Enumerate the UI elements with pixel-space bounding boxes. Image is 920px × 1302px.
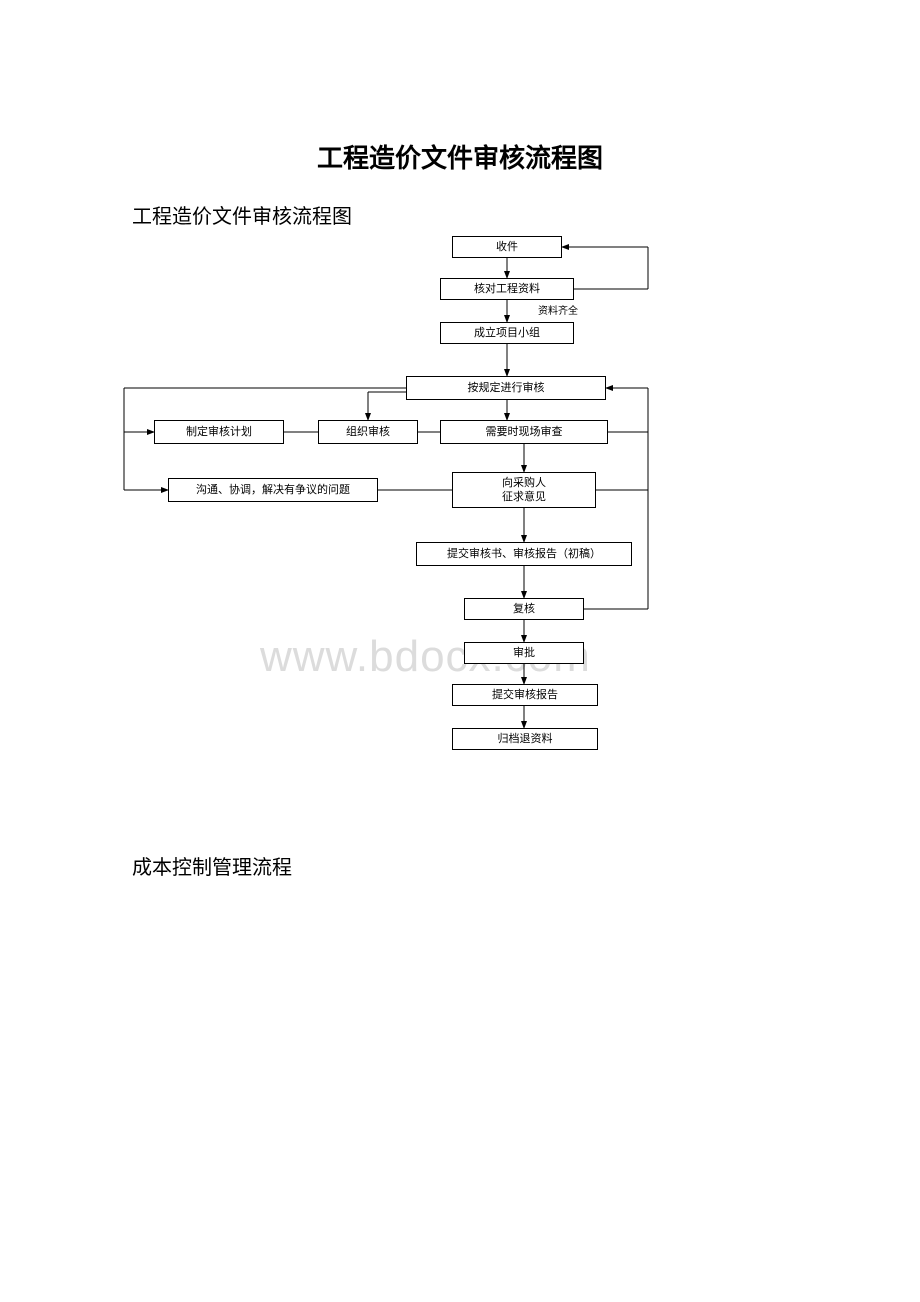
flowchart-node-n6b: 向采购人征求意见 [452,472,596,508]
flowchart-node-n5b: 组织审核 [318,420,418,444]
flowchart-node-n4: 按规定进行审核 [406,376,606,400]
flowchart-node-n8: 复核 [464,598,584,620]
flowchart-node-n5c: 需要时现场审查 [440,420,608,444]
flowchart-arrows [0,0,920,1302]
flowchart-container: 收件核对工程资料成立项目小组按规定进行审核制定审核计划 组织审核需要时现场审查沟通… [0,0,920,1302]
flowchart-node-n6a: 沟通、协调，解决有争议的问题 [168,478,378,502]
flowchart-node-n3: 成立项目小组 [440,322,574,344]
flowchart-node-n7: 提交审核书、审核报告（初稿） [416,542,632,566]
flowchart-node-n11: 归档退资料 [452,728,598,750]
flowchart-edge-label-0: 资料齐全 [538,302,578,317]
flowchart-node-n1: 收件 [452,236,562,258]
flowchart-node-n2: 核对工程资料 [440,278,574,300]
flowchart-node-n5a: 制定审核计划 [154,420,284,444]
flowchart-node-n10: 提交审核报告 [452,684,598,706]
flowchart-node-n9: 审批 [464,642,584,664]
